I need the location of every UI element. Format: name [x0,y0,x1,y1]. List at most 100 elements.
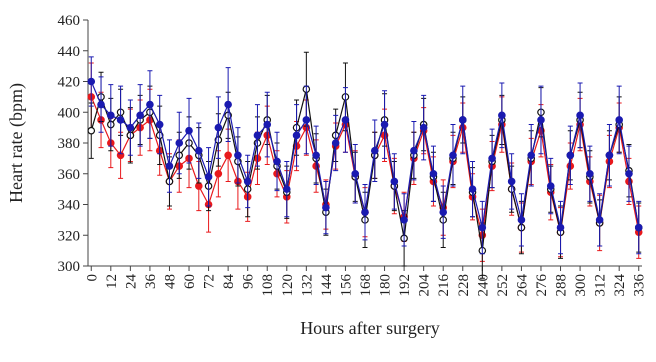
point [214,123,223,132]
x-tick-label: 192 [397,274,413,297]
x-tick-label: 144 [319,274,335,297]
point [537,116,545,124]
x-tick-label: 204 [417,274,433,297]
point [546,182,555,190]
point [136,111,144,120]
point [498,111,506,120]
y-tick-label: 320 [58,228,81,244]
point [468,185,477,193]
point [419,123,428,132]
x-tick-label: 156 [338,274,354,297]
point [625,169,633,178]
x-tick-label: 228 [456,274,472,297]
point [556,223,565,232]
point [87,77,96,86]
point [566,151,575,160]
point [234,151,242,160]
point [214,169,223,178]
x-tick-label: 312 [593,274,609,297]
point [273,157,281,166]
y-tick-label: 340 [58,198,81,214]
y-tick-label: 420 [58,75,81,91]
point [243,177,252,186]
point [126,123,135,132]
series [87,56,643,255]
x-tick-label: 108 [260,274,276,297]
point [370,146,379,155]
x-tick-label: 324 [612,274,628,297]
x-tick-label: 276 [534,274,550,297]
point [449,151,457,160]
point [204,173,213,181]
point [410,146,418,155]
y-tick-label: 360 [58,167,81,183]
x-tick-label: 264 [514,274,530,297]
point [155,120,164,129]
x-tick-label: 336 [632,274,648,297]
x-tick-label: 72 [202,274,218,289]
point [322,203,330,212]
point [615,116,623,124]
y-tick-label: 400 [58,105,81,121]
x-tick-label: 12 [104,274,120,289]
point [292,131,301,140]
x-tick-label: 84 [221,274,237,290]
point [586,169,594,178]
point [400,216,408,224]
point [116,116,125,124]
x-tick-label: 48 [162,274,178,289]
point [195,182,203,190]
x-tick-label: 132 [299,274,315,297]
x-tick-label: 60 [182,274,198,289]
x-tick-label: 252 [495,274,511,297]
point [390,177,399,186]
point [87,126,96,135]
point [351,169,360,178]
point [263,120,272,129]
y-tick-label: 460 [58,13,81,29]
point [380,120,389,129]
point [195,146,203,155]
x-tick-label: 168 [358,274,374,297]
point [488,154,496,163]
x-tick-label: 288 [554,274,570,297]
x-tick-label: 0 [84,274,100,282]
point [576,111,584,120]
x-tick-label: 216 [436,274,452,297]
x-tick-label: 36 [143,274,159,290]
point [507,177,516,186]
x-axis-label: Hours after surgery [300,318,440,338]
point [595,216,604,224]
point [439,208,448,216]
point [527,151,536,160]
point [224,100,232,109]
point [312,151,320,160]
point [605,151,614,160]
point [331,139,340,147]
point [224,151,232,160]
point [282,185,291,193]
point [517,216,526,224]
point [185,126,193,135]
x-tick-label: 24 [123,274,139,290]
y-axis-label: Heart rate (bpm) [6,83,27,203]
point [253,131,262,140]
point [302,116,311,124]
point [429,169,438,178]
point [361,208,369,216]
x-tick-label: 180 [378,274,394,297]
point [97,100,105,109]
point [458,116,467,124]
x-tick-label: 240 [475,274,491,297]
point [634,223,643,232]
point [146,100,154,109]
point [107,111,115,120]
y-tick-label: 440 [58,44,81,60]
x-tick-label: 120 [280,274,296,297]
point [478,223,487,232]
x-tick-label: 300 [573,274,589,297]
point [165,162,174,170]
point [341,116,350,124]
point [175,139,184,147]
